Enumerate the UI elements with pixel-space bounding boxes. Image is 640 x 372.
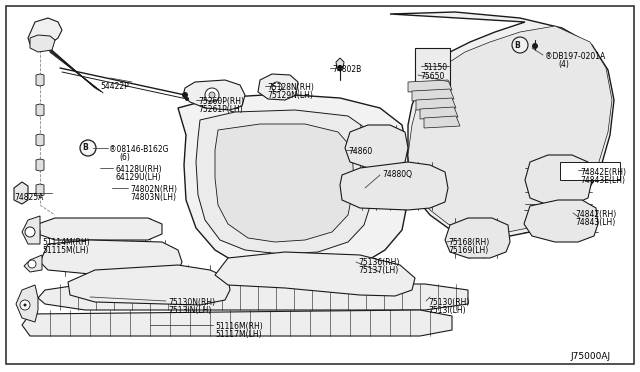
Circle shape	[532, 43, 538, 49]
Text: B: B	[82, 144, 88, 153]
Bar	[560, 162, 620, 180]
Text: 74802N(RH): 74802N(RH)	[130, 185, 177, 194]
Text: 74880Q: 74880Q	[382, 170, 412, 179]
Text: B: B	[514, 41, 520, 49]
Polygon shape	[524, 200, 598, 242]
Text: 74843E(LH): 74843E(LH)	[580, 176, 625, 185]
Polygon shape	[215, 124, 354, 242]
Circle shape	[80, 140, 96, 156]
Polygon shape	[68, 265, 230, 305]
Text: 75168(RH): 75168(RH)	[448, 238, 489, 247]
Text: 51114M(RH): 51114M(RH)	[42, 238, 90, 247]
Circle shape	[512, 37, 528, 53]
Polygon shape	[345, 125, 408, 168]
Polygon shape	[215, 252, 415, 296]
Polygon shape	[36, 74, 44, 86]
Text: 51115M(LH): 51115M(LH)	[42, 246, 88, 255]
Polygon shape	[16, 285, 38, 322]
Polygon shape	[183, 80, 245, 110]
Polygon shape	[36, 134, 44, 146]
Polygon shape	[390, 12, 614, 238]
Polygon shape	[178, 94, 408, 272]
Circle shape	[182, 92, 188, 98]
Text: 75650: 75650	[420, 72, 444, 81]
Text: 75137(LH): 75137(LH)	[358, 266, 398, 275]
Text: 75129N(LH): 75129N(LH)	[267, 91, 313, 100]
Polygon shape	[408, 26, 612, 234]
Text: 74803N(LH): 74803N(LH)	[130, 193, 176, 202]
Polygon shape	[258, 74, 298, 100]
Text: ®DB197-0201A: ®DB197-0201A	[545, 52, 605, 61]
Polygon shape	[30, 35, 55, 52]
Text: 75261P(LH): 75261P(LH)	[198, 105, 243, 114]
Text: 74842E(RH): 74842E(RH)	[580, 168, 626, 177]
Text: 75130(RH): 75130(RH)	[428, 298, 469, 307]
Text: 74842(RH): 74842(RH)	[575, 210, 616, 219]
Text: 64129U(LH): 64129U(LH)	[115, 173, 161, 182]
Text: 7513I(LH): 7513I(LH)	[428, 306, 466, 315]
Text: (6): (6)	[119, 153, 130, 162]
Polygon shape	[36, 104, 44, 116]
Text: 75260P(RH): 75260P(RH)	[198, 97, 244, 106]
Text: 74843(LH): 74843(LH)	[575, 218, 615, 227]
Text: 74825A: 74825A	[14, 193, 44, 202]
Bar	[415, 48, 450, 100]
Polygon shape	[424, 116, 460, 128]
Circle shape	[209, 92, 215, 98]
Text: 51117M(LH): 51117M(LH)	[215, 330, 262, 339]
Polygon shape	[412, 89, 454, 101]
Polygon shape	[22, 216, 40, 244]
Polygon shape	[36, 184, 44, 196]
Text: 75136(RH): 75136(RH)	[358, 258, 399, 267]
Polygon shape	[38, 218, 162, 240]
Polygon shape	[22, 310, 452, 336]
Text: 75128N(RH): 75128N(RH)	[267, 83, 314, 92]
Polygon shape	[14, 182, 28, 204]
Circle shape	[24, 304, 26, 307]
Circle shape	[20, 300, 30, 310]
Text: 75130N(RH): 75130N(RH)	[168, 298, 215, 307]
Text: 54422P: 54422P	[100, 82, 129, 91]
Text: 64128U(RH): 64128U(RH)	[115, 165, 162, 174]
Polygon shape	[36, 159, 44, 171]
Text: 51150: 51150	[423, 63, 447, 72]
Text: 75169(LH): 75169(LH)	[448, 246, 488, 255]
Text: 7513IN(LH): 7513IN(LH)	[168, 306, 211, 315]
Polygon shape	[336, 58, 344, 68]
Polygon shape	[408, 80, 452, 92]
Text: 74802B: 74802B	[332, 65, 361, 74]
Polygon shape	[525, 155, 592, 205]
Circle shape	[185, 97, 189, 101]
Circle shape	[25, 227, 35, 237]
Circle shape	[205, 88, 219, 102]
Polygon shape	[420, 107, 458, 119]
Circle shape	[272, 82, 282, 92]
Polygon shape	[340, 162, 448, 210]
Polygon shape	[445, 218, 510, 258]
Circle shape	[28, 260, 36, 268]
Polygon shape	[416, 98, 456, 110]
Polygon shape	[40, 240, 182, 276]
Text: 74860: 74860	[348, 147, 372, 156]
Text: (4): (4)	[558, 60, 569, 69]
Text: 51116M(RH): 51116M(RH)	[215, 322, 263, 331]
Circle shape	[337, 65, 343, 71]
Polygon shape	[196, 110, 374, 254]
Polygon shape	[28, 18, 62, 46]
Polygon shape	[38, 284, 468, 310]
Polygon shape	[24, 255, 42, 272]
Text: ®08146-B162G: ®08146-B162G	[109, 145, 168, 154]
Text: J75000AJ: J75000AJ	[570, 352, 610, 361]
